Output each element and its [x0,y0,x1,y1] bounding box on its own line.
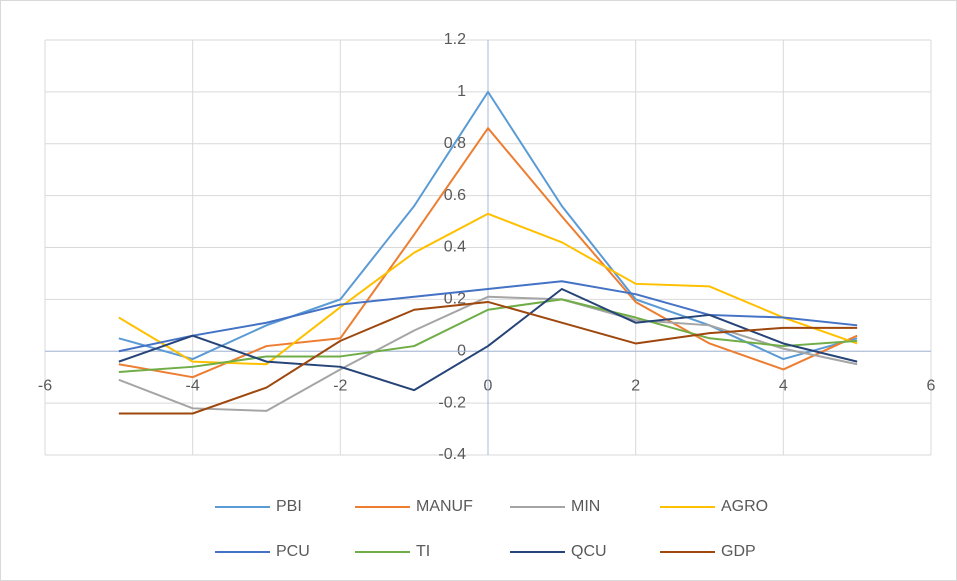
y-tick-label: 0.4 [444,239,466,256]
series-line [118,90,858,361]
legend-label: AGRO [721,498,768,515]
x-tick-label: 2 [631,377,640,394]
legend-label: PCU [276,543,310,560]
y-tick-label: -0.2 [438,394,466,411]
series-line [118,288,858,392]
legend-label: MANUF [416,498,473,515]
series-line [118,298,858,373]
series-line [118,280,858,353]
legend-label: QCU [571,543,607,560]
x-tick-label: 4 [779,377,788,394]
legend-label: PBI [276,498,302,515]
y-tick-label: 0.2 [444,291,466,308]
x-tick-label: 6 [927,377,936,394]
y-tick-label: 1.2 [444,31,466,48]
series-line [118,295,858,412]
y-tick-label: 1 [457,83,466,100]
legend-label: TI [416,543,430,560]
x-tick-label: -2 [333,377,347,394]
series-line [118,212,858,366]
y-tick-label: 0.6 [444,187,466,204]
series-line [118,300,858,415]
legend-label: GDP [721,543,756,560]
series-line [118,127,858,379]
legend: PBI MANUF MIN AGRO PCU TI QCU GDP [215,498,768,560]
x-tick-label: -4 [186,377,200,394]
x-tick-label: -6 [38,377,52,394]
y-tick-label: -0.4 [438,446,466,463]
legend-label: MIN [571,498,600,515]
